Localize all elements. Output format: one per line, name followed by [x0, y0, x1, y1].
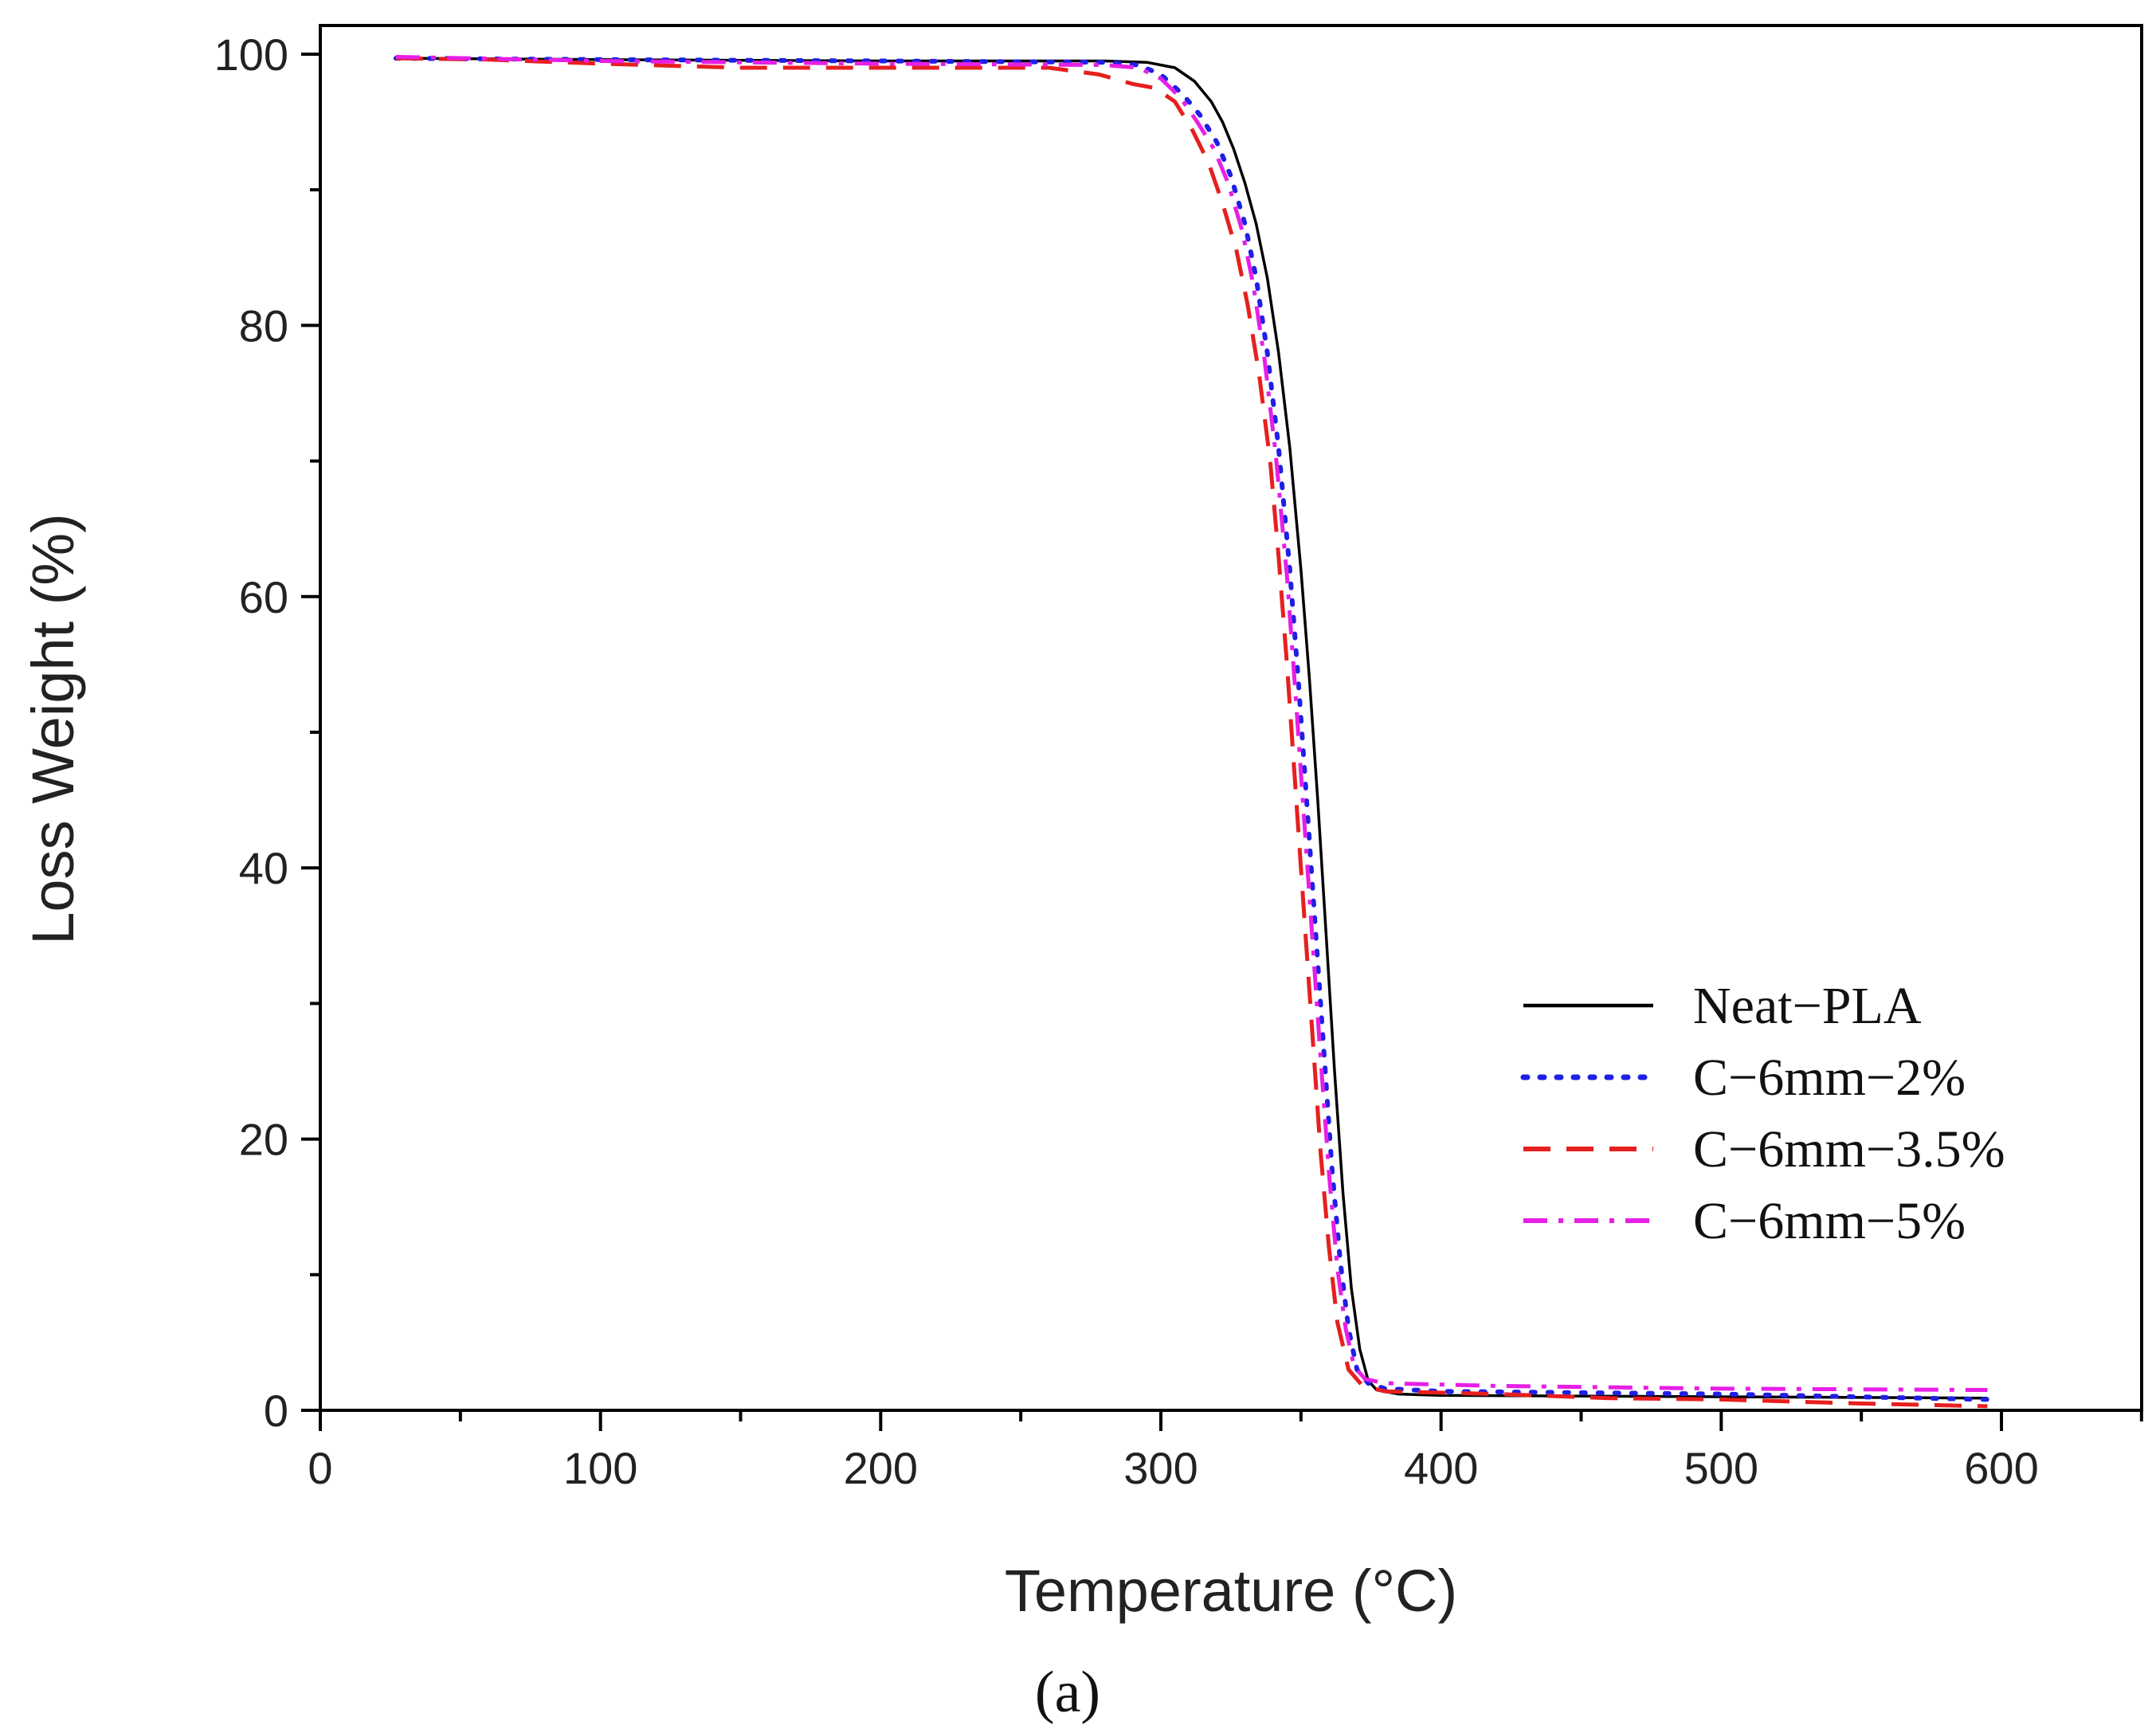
legend-label-4: C−6mm−5%: [1693, 1192, 1966, 1250]
y-tick-label: 80: [239, 300, 288, 351]
series-line-3: [395, 56, 1988, 1409]
y-tick-label: 0: [264, 1386, 288, 1436]
figure-caption: (a): [1035, 1660, 1100, 1725]
plot-area-frame: [319, 24, 2143, 1412]
x-tick-label: 200: [844, 1443, 918, 1493]
x-tick-label: 500: [1684, 1443, 1758, 1493]
legend-label-1: Neat−PLA: [1693, 977, 1922, 1035]
series-line-4: [395, 54, 1988, 1392]
y-axis-title: Loss Weight (%): [20, 513, 86, 945]
x-tick-label: 400: [1404, 1443, 1478, 1493]
x-tick-label: 0: [308, 1443, 332, 1493]
y-tick-label: 20: [239, 1115, 288, 1165]
y-tick-label: 40: [239, 843, 288, 893]
x-tick-label: 600: [1964, 1443, 2038, 1493]
y-tick-label: 100: [214, 29, 288, 80]
y-tick-label: 60: [239, 572, 288, 622]
series-line-2: [393, 56, 1990, 1402]
legend-label-3: C−6mm−3.5%: [1693, 1120, 2005, 1178]
x-tick-label: 100: [563, 1443, 637, 1493]
x-axis-title: Temperature (°C): [1005, 1558, 1457, 1624]
x-tick-label: 300: [1123, 1443, 1198, 1493]
legend-label-2: C−6mm−2%: [1693, 1049, 1966, 1107]
